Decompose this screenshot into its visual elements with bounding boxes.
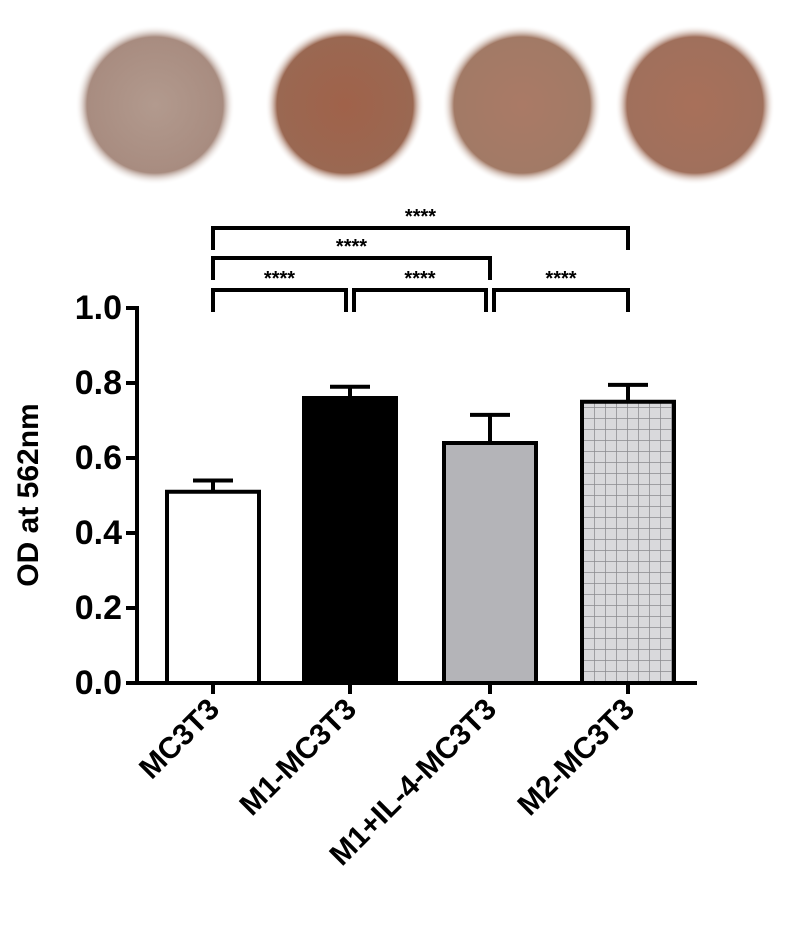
y-tick-label: 1.0 xyxy=(75,289,122,327)
well-image xyxy=(442,25,602,185)
y-tick-label: 0.0 xyxy=(75,664,122,702)
significance-label: **** xyxy=(336,236,367,258)
significance-label: **** xyxy=(264,268,295,290)
significance-label: **** xyxy=(545,268,576,290)
significance-bracket xyxy=(211,226,630,250)
x-tick-label: M2-MC3T3 xyxy=(512,693,641,822)
significance-bracket xyxy=(492,288,630,312)
x-tick-label: MC3T3 xyxy=(133,693,226,786)
bar xyxy=(302,396,398,685)
y-tick-label: 0.8 xyxy=(75,364,122,402)
y-tick-label: 0.4 xyxy=(75,514,122,552)
well-images xyxy=(75,25,775,185)
bar xyxy=(580,399,676,685)
significance-bracket xyxy=(211,288,348,312)
well-image xyxy=(75,25,235,185)
significance-bracket xyxy=(211,256,492,280)
bar xyxy=(165,489,261,685)
well-image xyxy=(265,25,425,185)
x-tick-label: M1-MC3T3 xyxy=(234,693,363,822)
significance-label: **** xyxy=(405,206,436,228)
y-axis-label: OD at 562nm xyxy=(12,403,45,586)
y-tick-label: 0.2 xyxy=(75,589,122,627)
well-image xyxy=(615,25,775,185)
significance-label: **** xyxy=(404,268,435,290)
significance-bracket xyxy=(352,288,488,312)
bar xyxy=(442,441,538,685)
y-tick-label: 0.6 xyxy=(75,439,122,477)
